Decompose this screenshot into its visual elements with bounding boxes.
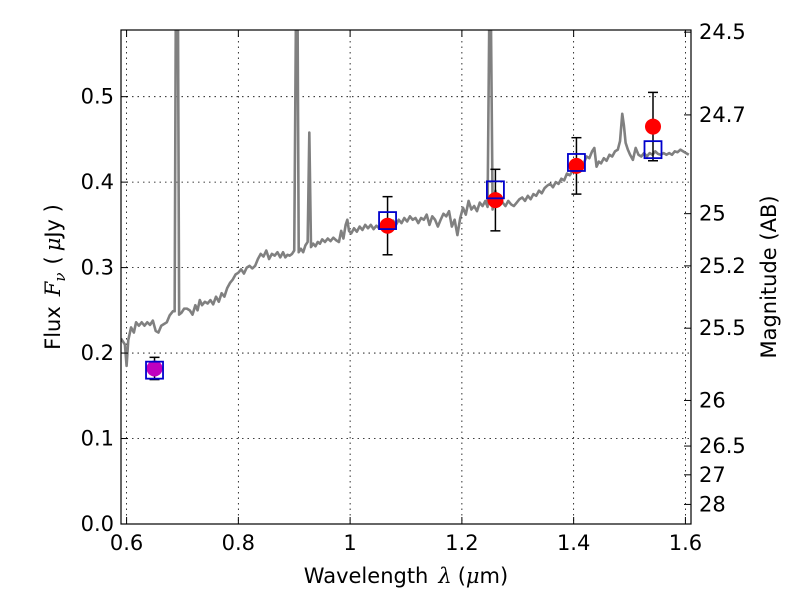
observed-point xyxy=(645,118,661,135)
x-tick-label: 0.6 xyxy=(110,531,143,555)
x-tick-label: 1.4 xyxy=(557,531,590,555)
x-tick-label: 1.6 xyxy=(669,531,702,555)
axis-ticks: 0.6 0.8 1 1.2 1.4 1.6 0.0 0.1 0.2 0.3 0.4 0.5 24.5 24… xyxy=(81,20,746,555)
x-tick-label: 1 xyxy=(343,531,356,555)
y-tick-label: 0.0 xyxy=(81,512,114,536)
mag-tick-label: 27 xyxy=(699,463,726,487)
mag-tick-label: 26 xyxy=(699,388,726,412)
model-square xyxy=(567,153,586,172)
y-tick-label: 0.1 xyxy=(81,427,114,451)
y-tick-label: 0.2 xyxy=(81,341,114,365)
observed-point xyxy=(379,217,396,234)
y-tick-label: 0.4 xyxy=(81,170,114,194)
model-square xyxy=(643,140,663,160)
model-square xyxy=(486,180,505,200)
mag-tick-label: 26.5 xyxy=(699,434,746,458)
y-axis-label: FluxFν(μJy ) xyxy=(41,204,69,350)
right-axis-label: Magnitude (AB) xyxy=(757,195,781,358)
mag-tick-label: 28 xyxy=(699,492,726,516)
plot-frame xyxy=(120,29,692,525)
y-tick-label: 0.5 xyxy=(81,85,114,109)
mag-tick-label: 24.7 xyxy=(699,103,746,127)
observed-point xyxy=(568,157,585,174)
y-tick-label: 0.3 xyxy=(81,256,114,280)
observed-point xyxy=(146,360,163,377)
photometry-marks xyxy=(145,91,663,381)
mag-tick-label: 25.5 xyxy=(699,316,746,340)
spectrum-line xyxy=(121,30,690,368)
x-axis-label: Wavelength λ (μm) xyxy=(304,564,508,588)
observed-point xyxy=(487,192,504,209)
mag-tick-label: 25.2 xyxy=(699,254,746,278)
x-tick-label: 1.2 xyxy=(445,531,478,555)
plot-background xyxy=(121,30,691,524)
mag-tick-label: 25 xyxy=(699,202,726,226)
model-square xyxy=(145,360,164,380)
mag-tick-label: 24.5 xyxy=(699,20,746,44)
model-square xyxy=(378,211,397,230)
x-tick-label: 0.8 xyxy=(222,531,255,555)
